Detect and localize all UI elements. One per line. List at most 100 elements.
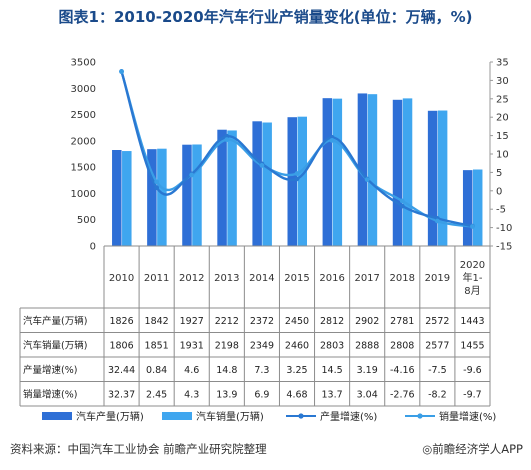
table-cell-value: 32.44 [108,365,135,376]
right-axis-tick-label: 5 [496,168,502,179]
bar-production [112,150,122,246]
table-cell-value: 1842 [145,316,169,327]
table-cell-value: 2572 [425,316,449,327]
bar-sales [122,151,132,246]
bar-production [392,99,403,246]
table-cell-value: -9.6 [463,365,482,376]
category-label: 年1- [462,271,482,284]
point-sales-growth [434,218,440,224]
table-cell-value: 2212 [215,316,239,327]
source-note: 资料来源：中国汽车工业协会 前瞻产业研究院整理 [10,442,267,456]
table-row-header: 汽车销量(万辆) [23,339,87,351]
table-cell-value: 0.84 [146,365,167,376]
bar-sales [262,122,272,246]
table-cell-value: 4.3 [184,389,199,400]
legend-swatch-bar [162,412,192,420]
bar-production [252,121,262,246]
left-axis-tick-label: 0 [90,242,96,253]
left-axis-tick-label: 3500 [71,58,96,69]
right-axis-tick-label: 35 [496,58,509,69]
left-axis-tick-label: 3000 [71,84,96,95]
table-cell-value: 13.9 [216,389,237,400]
right-axis-tick-label: -5 [496,205,506,216]
category-label: 2019 [425,273,450,284]
table-cell-value: 4.6 [184,365,199,376]
bar-sales [192,144,202,246]
bar-production [217,129,227,246]
right-axis-tick-label: -10 [496,223,512,234]
table-cell-value: 3.19 [357,365,378,376]
table-cell-value: 6.9 [254,389,269,400]
table-cell-value: 2349 [250,340,274,351]
legend-swatch-marker [417,413,423,419]
table-cell-value: 2460 [285,340,309,351]
table-cell-value: 7.3 [254,365,269,376]
bar-sales [367,94,378,247]
category-label: 8月 [464,285,480,297]
bar-sales [472,169,483,246]
category-label: 2013 [214,273,239,284]
category-label: 2020 [460,260,485,271]
table-row-header: 销量增速(%) [23,388,77,400]
table-cell-value: -8.2 [428,389,447,400]
table-cell-value: 32.37 [108,389,135,400]
right-axis-tick-label: 25 [496,94,509,105]
bar-production [147,149,157,246]
table-cell-value: 4.68 [286,389,307,400]
table-cell-value: 13.7 [322,389,343,400]
line-sales-growth [120,71,473,228]
bar-production [182,144,192,246]
category-label: 2011 [144,273,169,284]
point-sales-growth [364,177,370,183]
brand-mark: ◎前瞻经济学人APP [422,442,523,456]
point-sales-growth [399,198,405,204]
bar-sales [437,110,448,246]
point-production-growth [154,185,160,191]
table-cell-value: 1931 [180,340,204,351]
left-axis-tick-label: 1500 [71,163,96,174]
table-cell-value: 2812 [320,316,344,327]
table-row-header: 汽车产量(万辆) [23,315,87,327]
category-label: 2010 [109,273,134,284]
table-cell-value: 2.45 [146,389,167,400]
category-label: 2018 [390,273,415,284]
right-axis-tick-label: 0 [496,186,502,197]
right-axis-tick-label: 15 [496,131,509,142]
bar-production [427,110,438,246]
point-sales-growth [189,172,195,178]
table-cell-value: 1443 [460,316,484,327]
point-sales-growth [154,179,160,185]
point-production-growth [399,203,405,209]
right-axis-tick-label: 20 [496,113,509,124]
legend-label: 汽车销量(万辆) [196,410,264,423]
legend-swatch-bar [42,412,72,420]
bar-production [322,98,333,246]
table-cell-value: 1927 [180,316,204,327]
point-production-growth [294,176,300,182]
table-cell-value: 2372 [250,316,274,327]
category-label: 2012 [179,273,204,284]
bar-sales [402,98,413,246]
table-cell-value: -7.5 [428,365,447,376]
legend-label: 销量增速(%) [439,410,496,423]
category-label: 2014 [249,273,274,284]
table-cell-value: 1455 [460,340,484,351]
table-cell-value: 2902 [355,316,379,327]
right-axis-tick-label: -15 [496,242,512,253]
point-sales-growth [119,69,124,75]
bar-production [357,93,368,246]
table-cell-value: 3.25 [286,365,307,376]
table-cell-value: 2577 [425,340,449,351]
left-axis-tick-label: 2500 [71,110,96,121]
bar-sales [297,116,307,246]
table-cell-value: 2803 [320,340,344,351]
legend-label: 产量增速(%) [320,410,377,423]
chart-title: 图表1：2010-2020年汽车行业产销量变化(单位：万辆，%) [58,8,473,26]
chart-svg: 0 500 1000 1500 2000 2500 3000 3500 -15 -10 -5 0 5 10… [19,58,512,423]
category-label: 2015 [284,273,309,284]
legend-swatch-marker [298,413,304,419]
bar-sales [227,130,237,246]
left-axis-tick-label: 500 [77,215,96,226]
table-cell-value: -9.7 [463,389,482,400]
